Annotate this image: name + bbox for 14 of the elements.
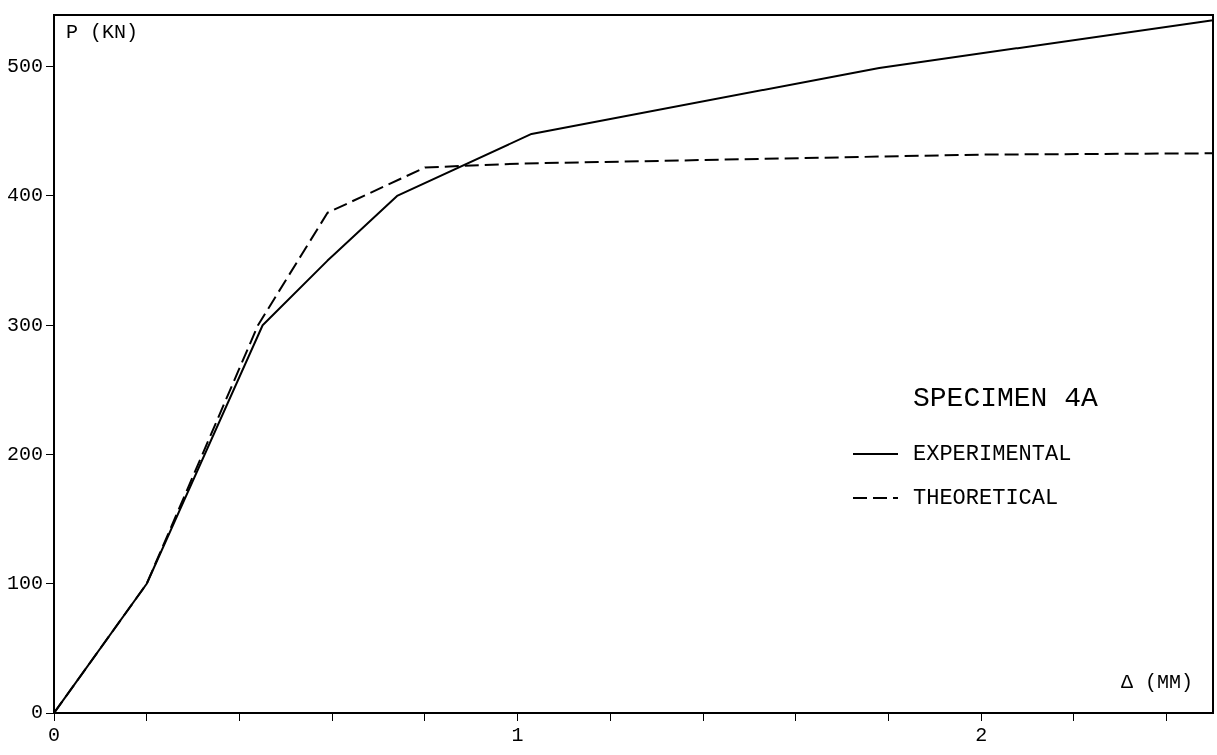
y-tick-label: 500 bbox=[6, 55, 44, 78]
y-axis-title: P (KN) bbox=[66, 21, 139, 45]
y-tick-label: 200 bbox=[6, 442, 44, 466]
legend-label: EXPERIMENTAL bbox=[913, 441, 1072, 467]
x-tick-label: 0 bbox=[48, 724, 61, 748]
y-tick-label: 400 bbox=[6, 184, 44, 208]
legend-label: THEORETICAL bbox=[913, 485, 1059, 511]
x-tick-label: 1 bbox=[511, 724, 524, 748]
y-tick-label: 100 bbox=[6, 572, 44, 596]
y-tick-label: 0 bbox=[30, 701, 44, 725]
x-tick-label: 2 bbox=[975, 724, 988, 748]
y-tick-label: 300 bbox=[6, 313, 44, 337]
x-axis-title: Δ (MM) bbox=[1120, 671, 1193, 695]
legend-title: SPECIMEN 4A bbox=[913, 383, 1099, 415]
